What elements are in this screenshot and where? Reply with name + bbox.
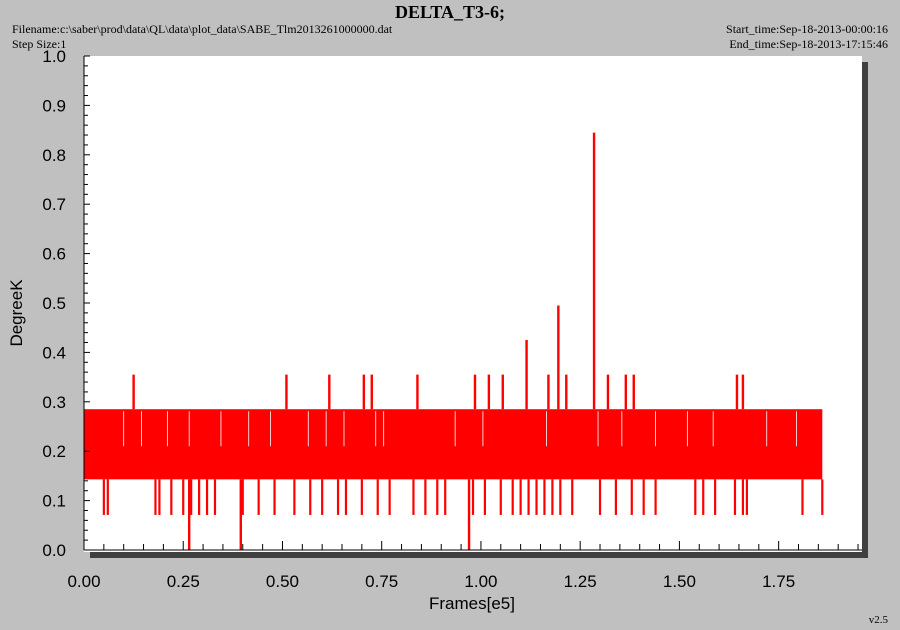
x-tick-label: 1.25 (564, 572, 597, 591)
x-tick-label: 1.00 (464, 572, 497, 591)
y-tick-label: 1.0 (42, 47, 66, 66)
y-tick-label: 0.5 (42, 294, 66, 313)
version-label: v2.5 (868, 614, 888, 626)
y-tick-label: 0.9 (42, 96, 66, 115)
series-band (84, 409, 823, 480)
x-axis-label: Frames[e5] (429, 594, 515, 613)
y-tick-label: 0.3 (42, 393, 66, 412)
step-size-label: Step Size:1 (12, 37, 67, 51)
x-tick-label: 0.00 (67, 572, 100, 591)
end-time-label: End_time:Sep-18-2013-17:15:46 (729, 37, 888, 51)
x-tick-label: 0.50 (266, 572, 299, 591)
y-tick-label: 0.4 (42, 343, 66, 362)
y-axis-label: DegreeK (7, 279, 26, 347)
y-tick-label: 0.8 (42, 146, 66, 165)
x-tick-label: 1.50 (663, 572, 696, 591)
y-tick-label: 0.0 (42, 541, 66, 560)
y-tick-label: 0.7 (42, 195, 66, 214)
filename-label: Filename:c:\saber\prod\data\QL\data\plot… (12, 22, 393, 36)
x-tick-label: 0.75 (365, 572, 398, 591)
y-tick-label: 0.1 (42, 492, 66, 511)
start-time-label: Start_time:Sep-18-2013-00:00:16 (726, 22, 888, 36)
x-tick-label: 1.75 (762, 572, 795, 591)
chart-title: DELTA_T3-6; (394, 2, 506, 22)
y-tick-label: 0.6 (42, 245, 66, 264)
y-tick-label: 0.2 (42, 442, 66, 461)
x-tick-label: 0.25 (167, 572, 200, 591)
